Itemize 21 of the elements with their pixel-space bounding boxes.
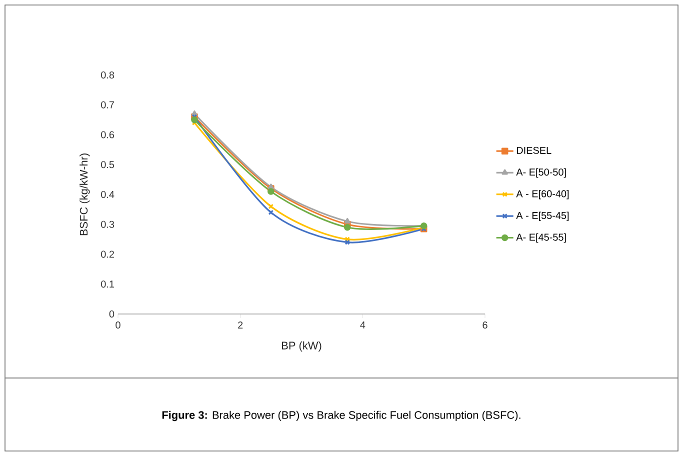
y-tick-label: 0.5 <box>101 161 114 168</box>
legend-label: A - E[60-40] <box>516 190 569 200</box>
x-tick-label: 2 <box>238 322 243 328</box>
x-tick-label: 4 <box>360 322 366 328</box>
x-tick-label: 0 <box>116 322 120 329</box>
x-axis-title: BP (kW) <box>282 341 322 352</box>
legend-label: DIESEL <box>516 146 552 154</box>
y-axis-title: BSFC (kg/kW-hr) <box>80 154 90 236</box>
y-tick-label: 0.1 <box>101 280 114 288</box>
y-tick-label: 0.2 <box>101 250 114 258</box>
legend-label: A- E[50-50] <box>516 168 566 178</box>
legend-label: A- E[45-55] <box>516 233 566 243</box>
y-tick-label: 0.8 <box>101 71 114 79</box>
x-tick-label: 6 <box>482 322 488 329</box>
legend-label: A - E[55-45] <box>516 212 569 221</box>
y-tick-label: 0 <box>109 310 114 318</box>
y-tick-label: 0.3 <box>101 220 114 228</box>
text: Figure 3: Brake Power (BP) vs Brake Specific Fuel Consumption (BSFC). <box>162 410 520 422</box>
y-tick-label: 0.6 <box>101 131 114 138</box>
y-tick-label: 0.4 <box>101 190 114 198</box>
y-tick-label: 0.7 <box>101 101 114 108</box>
